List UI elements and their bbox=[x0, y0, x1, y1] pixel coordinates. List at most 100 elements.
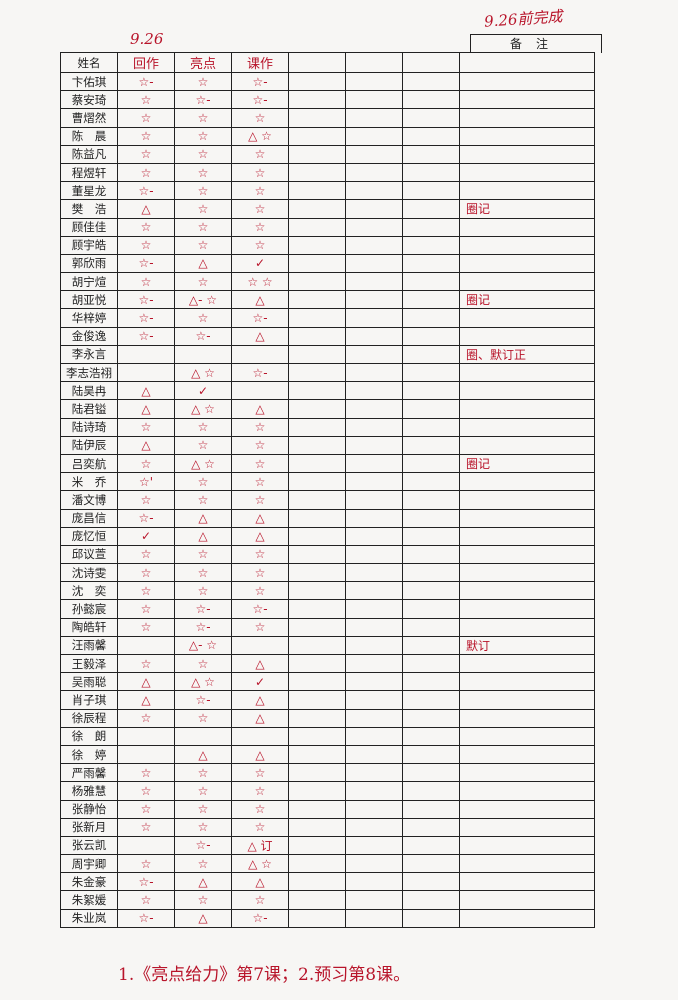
blank-cell bbox=[345, 872, 403, 892]
homework-mark bbox=[117, 835, 175, 856]
remark-cell bbox=[459, 472, 595, 492]
blank-cell bbox=[288, 617, 346, 637]
table-row: 庞昌信 ☆- △ △ bbox=[60, 508, 595, 528]
student-name: 董星龙 bbox=[60, 181, 118, 201]
blank-cell bbox=[402, 526, 460, 546]
table-row: 顾佳佳 ☆ ☆ ☆ bbox=[60, 217, 595, 237]
highlight-mark: ☆ bbox=[174, 708, 232, 728]
highlight-mark: ☆ bbox=[174, 854, 232, 874]
homework-mark: ☆ bbox=[117, 581, 175, 601]
deadline-annotation: 9.26前完成 bbox=[483, 7, 563, 31]
homework-note: 1.《亮点给力》第7课；2.预习第8课。 bbox=[118, 965, 411, 985]
highlight-mark: ☆ bbox=[174, 563, 232, 583]
classwork-mark: ☆ bbox=[231, 817, 289, 837]
remark-cell bbox=[459, 872, 595, 892]
blank-cell bbox=[402, 563, 460, 583]
remark-cell bbox=[459, 508, 595, 528]
student-name: 周宇卿 bbox=[60, 854, 118, 874]
blank-cell bbox=[345, 581, 403, 601]
student-name: 樊 浩 bbox=[60, 199, 118, 219]
blank-cell bbox=[288, 835, 346, 856]
blank-cell bbox=[402, 890, 460, 910]
table-row: 徐 婷 △ △ bbox=[60, 744, 595, 765]
homework-mark: ☆ bbox=[117, 235, 175, 255]
blank-cell bbox=[402, 599, 460, 619]
homework-mark: ☆ bbox=[117, 162, 175, 183]
highlight-mark: ☆ bbox=[174, 126, 232, 146]
homework-mark: ☆- bbox=[117, 908, 175, 928]
highlight-mark: ☆ bbox=[174, 144, 232, 164]
remark-cell bbox=[459, 108, 595, 128]
classwork-mark: △ bbox=[231, 326, 289, 346]
student-name: 陆君镒 bbox=[60, 399, 118, 419]
highlight-mark: ☆- bbox=[174, 326, 232, 346]
highlight-mark: ☆- bbox=[174, 599, 232, 619]
table-row: 陶皓轩 ☆ ☆- ☆ bbox=[60, 617, 595, 637]
remark-cell bbox=[459, 672, 595, 692]
student-name: 沈诗雯 bbox=[60, 563, 118, 583]
homework-mark: ☆ bbox=[117, 490, 175, 510]
highlight-mark: △ bbox=[174, 872, 232, 892]
highlight-mark: ☆ bbox=[174, 235, 232, 255]
blank-cell bbox=[402, 71, 460, 92]
blank-cell bbox=[402, 453, 460, 474]
remark-cell bbox=[459, 544, 595, 565]
classwork-mark: △ bbox=[231, 653, 289, 674]
remark-column-header: 备注 bbox=[470, 34, 602, 53]
remark-cell bbox=[459, 817, 595, 837]
table-row: 肖子琪 △ ☆- △ bbox=[60, 690, 595, 710]
remark-cell bbox=[459, 181, 595, 201]
blank-cell bbox=[288, 399, 346, 419]
table-row: 金俊逸 ☆- ☆- △ bbox=[60, 326, 595, 346]
highlight-mark: △ bbox=[174, 508, 232, 528]
remark-cell bbox=[459, 908, 595, 928]
table-row: 华梓婷 ☆- ☆ ☆- bbox=[60, 308, 595, 328]
blank-cell bbox=[288, 599, 346, 619]
blank-cell bbox=[402, 162, 460, 183]
student-name: 汪雨馨 bbox=[60, 635, 118, 656]
student-name: 徐 婷 bbox=[60, 744, 118, 765]
blank-cell bbox=[402, 908, 460, 928]
blank-cell bbox=[288, 362, 346, 383]
table-row: 陈 晨 ☆ ☆ △ ☆ bbox=[60, 126, 595, 146]
table-row: 蔡安琦 ☆ ☆- ☆- bbox=[60, 90, 595, 110]
homework-mark: ☆ bbox=[117, 453, 175, 474]
blank-cell bbox=[288, 872, 346, 892]
blank-cell bbox=[402, 126, 460, 146]
table-row: 吴雨聪 △ △ ☆ ✓ bbox=[60, 672, 595, 692]
remark-cell: 圈、默订正 bbox=[459, 344, 595, 365]
student-name: 陆伊辰 bbox=[60, 435, 118, 455]
student-name: 顾宇皓 bbox=[60, 235, 118, 255]
blank-cell bbox=[402, 799, 460, 819]
homework-mark bbox=[117, 362, 175, 383]
blank-cell bbox=[345, 835, 403, 856]
header-highlight: 亮点 bbox=[174, 52, 232, 73]
table-row: 胡亚悦 ☆- △- ☆ △ 圈记 bbox=[60, 290, 595, 310]
classwork-mark: ☆ bbox=[231, 453, 289, 474]
blank-cell bbox=[402, 490, 460, 510]
homework-mark: ☆ bbox=[117, 763, 175, 783]
table-row: 孙懿宸 ☆ ☆- ☆- bbox=[60, 599, 595, 619]
blank-cell bbox=[345, 235, 403, 255]
blank-cell bbox=[345, 544, 403, 565]
blank-cell bbox=[345, 472, 403, 492]
blank-cell bbox=[288, 544, 346, 565]
blank-cell bbox=[345, 362, 403, 383]
student-name: 邱议萱 bbox=[60, 544, 118, 565]
highlight-mark: △ bbox=[174, 526, 232, 546]
blank-cell bbox=[345, 708, 403, 728]
blank-cell bbox=[288, 526, 346, 546]
blank-cell bbox=[345, 490, 403, 510]
table-row: 朱业岚 ☆- △ ☆- bbox=[60, 908, 595, 928]
remark-cell bbox=[459, 435, 595, 455]
classwork-mark: ✓ bbox=[231, 672, 289, 692]
student-name: 金俊逸 bbox=[60, 326, 118, 346]
remark-cell bbox=[459, 217, 595, 237]
highlight-mark: △ ☆ bbox=[174, 453, 232, 474]
highlight-mark: ✓ bbox=[174, 381, 232, 401]
blank-cell bbox=[288, 235, 346, 255]
classwork-mark: ☆ bbox=[231, 181, 289, 201]
highlight-mark: ☆ bbox=[174, 799, 232, 819]
classwork-mark: ☆ bbox=[231, 544, 289, 565]
remark-cell: 默订 bbox=[459, 635, 595, 656]
